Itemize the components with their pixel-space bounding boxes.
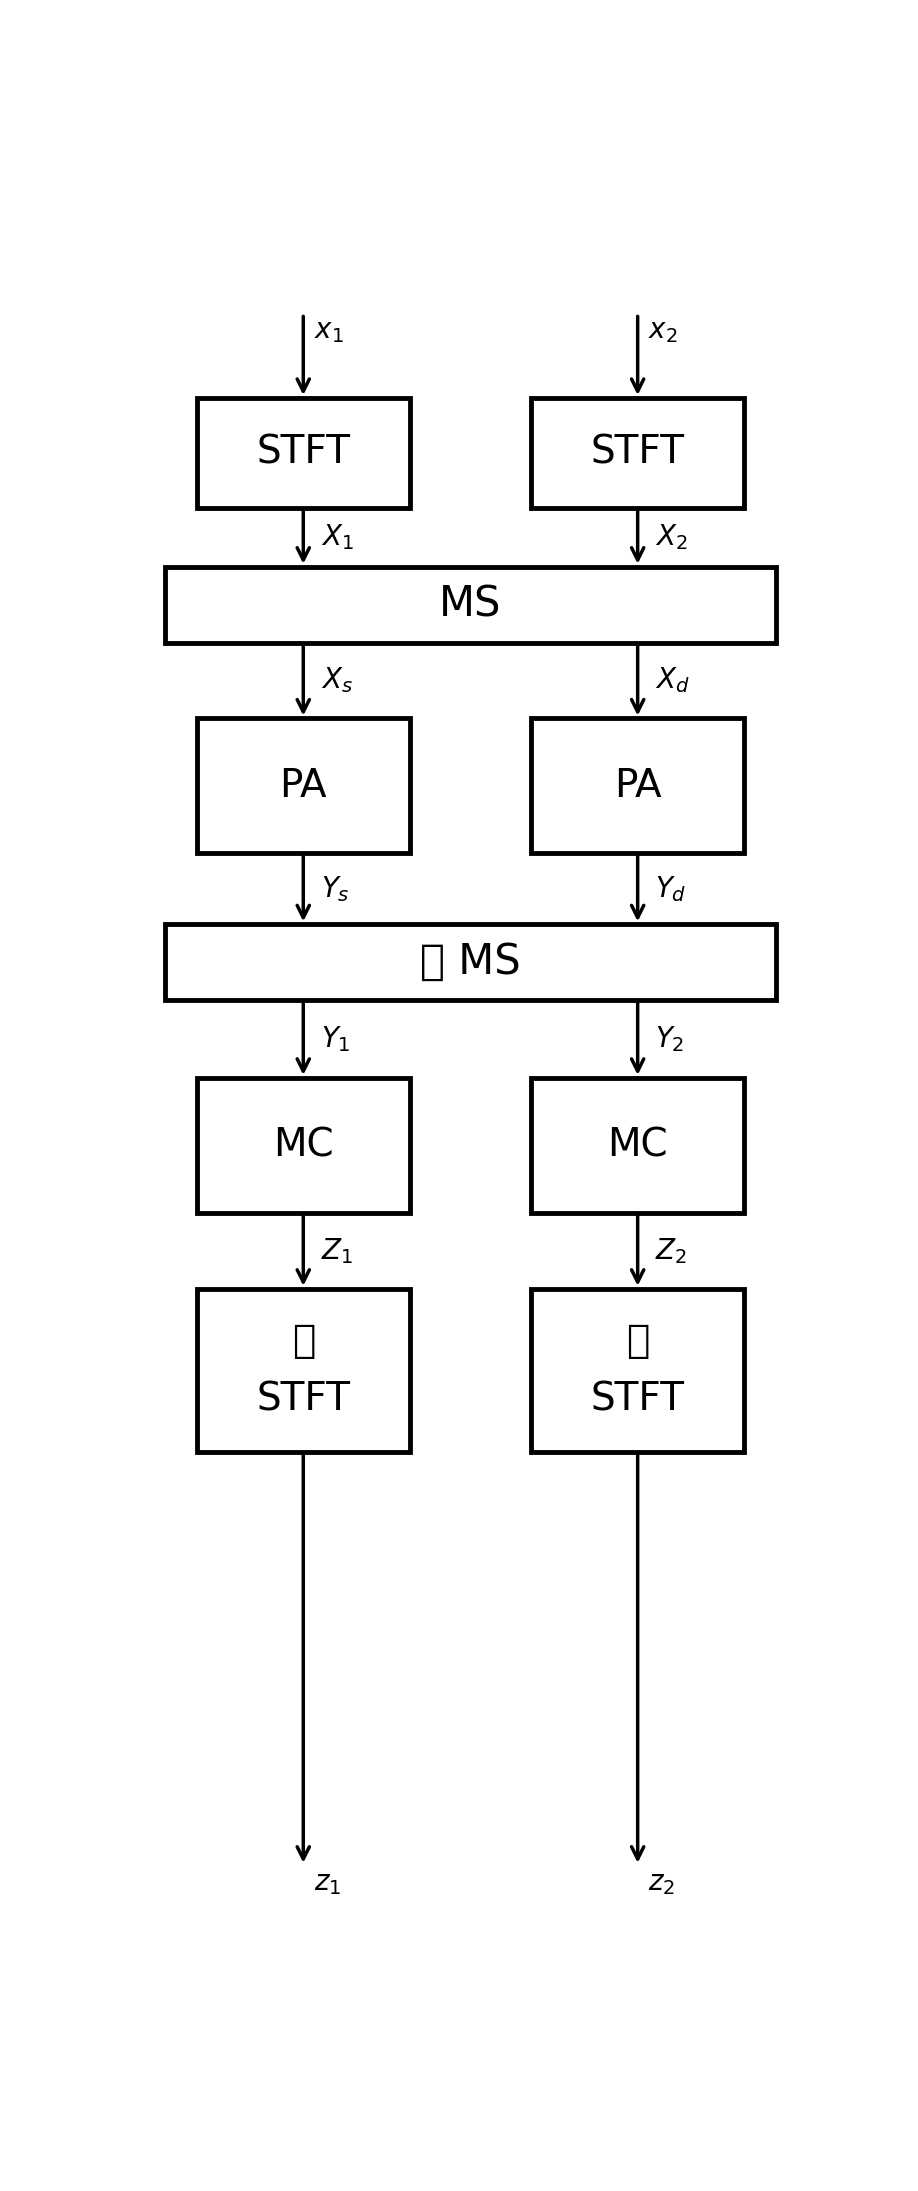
Text: $Y_s$: $Y_s$ [321, 874, 350, 903]
Text: 逆 MS: 逆 MS [420, 942, 521, 984]
Text: $Z_1$: $Z_1$ [321, 1236, 353, 1266]
Text: $Y_1$: $Y_1$ [321, 1023, 351, 1054]
Bar [196, 399, 410, 508]
Text: 逆: 逆 [292, 1321, 315, 1361]
Bar [196, 719, 410, 854]
Text: MC: MC [273, 1126, 333, 1163]
Text: $X_d$: $X_d$ [655, 666, 690, 695]
Text: $z_2$: $z_2$ [648, 1869, 676, 1897]
Bar [164, 925, 777, 999]
Text: STFT: STFT [590, 1380, 685, 1420]
Bar [196, 1078, 410, 1214]
Bar [531, 399, 744, 508]
Bar [196, 1288, 410, 1453]
Text: $x_1$: $x_1$ [314, 318, 343, 344]
Text: $z_1$: $z_1$ [314, 1869, 341, 1897]
Text: STFT: STFT [590, 434, 685, 471]
Text: $X_1$: $X_1$ [321, 521, 354, 552]
Text: 逆: 逆 [626, 1321, 649, 1361]
Text: $Y_2$: $Y_2$ [655, 1023, 685, 1054]
Text: MS: MS [439, 583, 502, 627]
Text: STFT: STFT [256, 1380, 351, 1420]
Bar [164, 567, 777, 642]
Bar [531, 719, 744, 854]
Text: PA: PA [614, 767, 662, 804]
Bar [531, 1078, 744, 1214]
Text: PA: PA [279, 767, 327, 804]
Text: $X_2$: $X_2$ [655, 521, 688, 552]
Text: $X_s$: $X_s$ [321, 666, 353, 695]
Text: MC: MC [608, 1126, 668, 1163]
Text: $x_2$: $x_2$ [648, 318, 677, 344]
Text: $Z_2$: $Z_2$ [655, 1236, 688, 1266]
Text: STFT: STFT [256, 434, 351, 471]
Bar [531, 1288, 744, 1453]
Text: $Y_d$: $Y_d$ [655, 874, 687, 903]
